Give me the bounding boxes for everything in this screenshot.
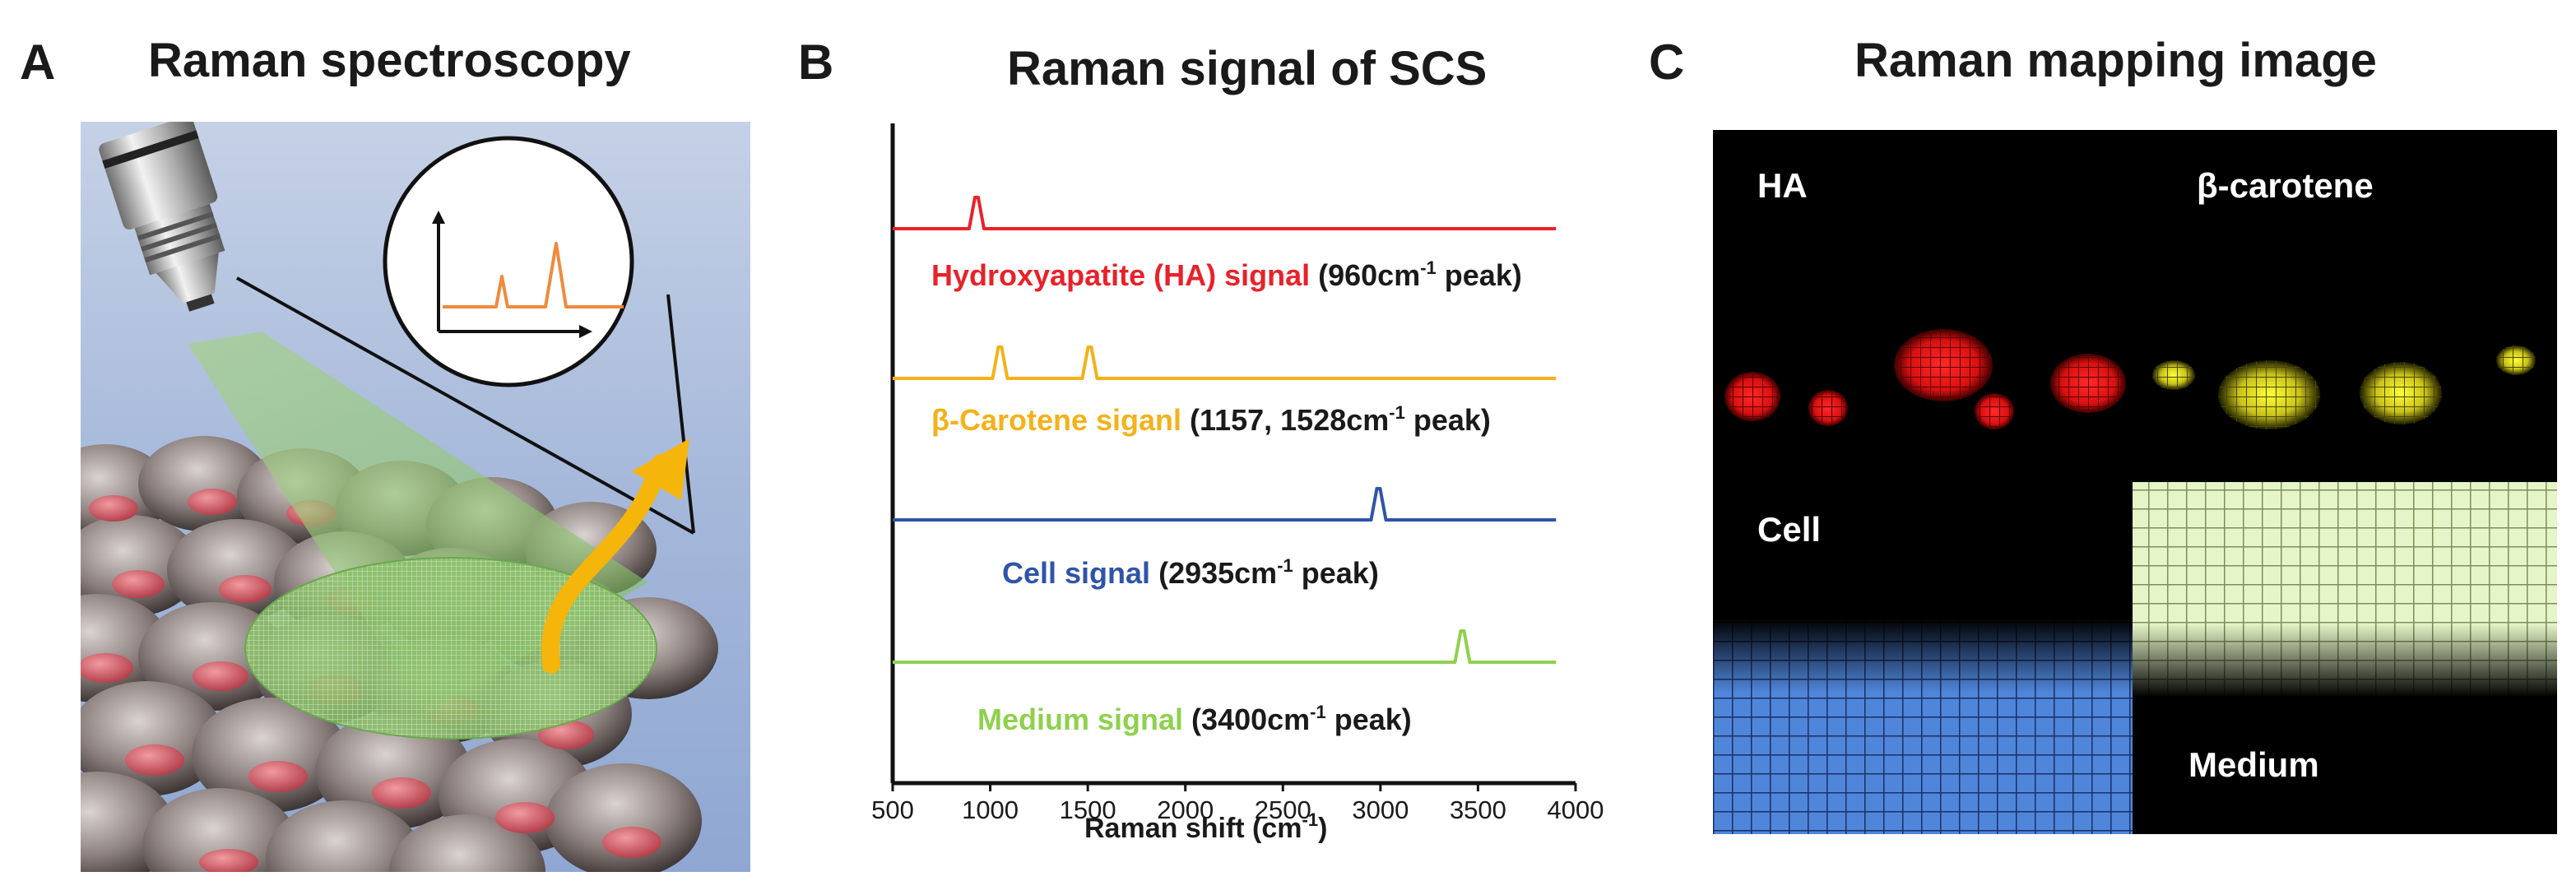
panel-b-letter: B xyxy=(798,35,834,90)
label-ha-signal: Hydroxyapatite (HA) signal (960cm-1 peak… xyxy=(931,252,1522,292)
panel-c-title: Raman mapping image xyxy=(1854,34,2377,87)
x-tick-label: 3000 xyxy=(1352,795,1409,824)
x-tick-label: 3500 xyxy=(1449,795,1506,824)
panel-c-letter: C xyxy=(1649,35,1685,90)
spectroscopy-illustration xyxy=(81,122,750,872)
carotene-spots xyxy=(2152,345,2536,429)
carotene-signal-peak: (1157, 1528cm-1 peak) xyxy=(1190,402,1491,437)
x-tick-label: 2500 xyxy=(1254,795,1311,824)
map-label-cell: Cell xyxy=(1757,510,1822,549)
panel-a-title: Raman spectroscopy xyxy=(148,34,631,87)
panel-b-title: Raman signal of SCS xyxy=(1007,42,1488,95)
map-label-carotene: β-carotene xyxy=(2197,166,2374,205)
medium-signal-name: Medium signal xyxy=(977,703,1184,736)
spectrum-trace-4 xyxy=(893,629,1557,664)
raman-map xyxy=(1713,130,2557,834)
mini-spectrum-icon xyxy=(432,211,624,338)
carotene-signal-name: β-Carotene siganl xyxy=(931,403,1182,437)
objective-lens-icon xyxy=(99,122,225,312)
x-tick-label: 1000 xyxy=(962,795,1019,824)
label-medium-signal: Medium signal (3400cm-1 peak) xyxy=(977,696,1412,736)
spectrum-trace-1 xyxy=(893,196,1557,230)
cell-region xyxy=(1713,619,2133,834)
spectrum-magnifier xyxy=(383,136,634,387)
ha-spots xyxy=(1724,329,2126,429)
medium-region xyxy=(2133,482,2557,698)
cell-signal-peak: (2935cm-1 peak) xyxy=(1158,555,1379,590)
ha-signal-name: Hydroxyapatite (HA) signal xyxy=(931,258,1311,292)
scatter-arrow xyxy=(541,454,670,674)
spectrum-trace-3 xyxy=(893,487,1557,522)
spectrum-trace-2 xyxy=(893,345,1557,380)
medium-signal-peak: (3400cm-1 peak) xyxy=(1191,702,1412,736)
x-tick-label: 1500 xyxy=(1059,795,1116,824)
raman-spectra-chart xyxy=(856,115,1596,806)
x-axis-title: Raman shift (cm-1) xyxy=(1084,809,1328,844)
map-label-medium: Medium xyxy=(2188,745,2319,784)
cell-signal-name: Cell signal xyxy=(1002,556,1151,590)
x-tick-label: 2000 xyxy=(1157,795,1214,824)
ha-signal-peak: (960cm-1 peak) xyxy=(1318,257,1522,292)
label-cell-signal: Cell signal (2935cm-1 peak) xyxy=(1002,550,1379,590)
arrow-head-icon xyxy=(632,438,689,500)
x-tick-label: 4000 xyxy=(1547,795,1604,824)
panel-a-letter: A xyxy=(20,35,56,90)
label-carotene-signal: β-Carotene siganl (1157, 1528cm-1 peak) xyxy=(931,396,1491,437)
x-tick-label: 500 xyxy=(871,795,914,824)
map-label-ha: HA xyxy=(1757,166,1808,205)
